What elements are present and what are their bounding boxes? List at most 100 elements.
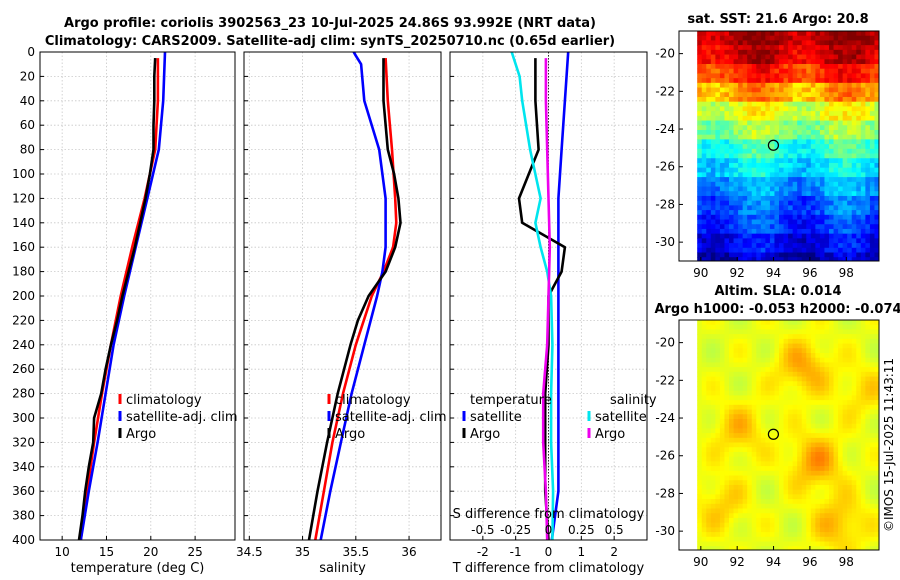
map-cell bbox=[747, 78, 753, 84]
map-cell bbox=[819, 153, 825, 159]
map-cell bbox=[710, 210, 716, 216]
map-cell bbox=[869, 499, 875, 505]
map-cell bbox=[701, 31, 707, 37]
map-cell bbox=[851, 371, 857, 377]
map-cell bbox=[774, 484, 780, 491]
map-cell bbox=[715, 466, 721, 472]
map-cell bbox=[810, 111, 816, 117]
map-cell bbox=[747, 31, 753, 37]
map-cell bbox=[797, 205, 803, 211]
map-cell bbox=[719, 414, 725, 420]
map-cell bbox=[738, 148, 744, 154]
map-cell bbox=[815, 181, 821, 187]
map-cell bbox=[810, 214, 816, 220]
map-cell bbox=[760, 45, 766, 51]
map-cell bbox=[869, 371, 875, 377]
map-cell bbox=[706, 129, 712, 136]
map-cell bbox=[751, 338, 757, 344]
map-cell bbox=[792, 153, 798, 159]
map-cell bbox=[806, 115, 812, 121]
map-cell bbox=[779, 78, 784, 84]
map-cell bbox=[715, 343, 721, 349]
map-cell bbox=[842, 167, 848, 173]
map-cell bbox=[706, 148, 712, 154]
map-cell bbox=[724, 508, 730, 514]
map-cell bbox=[838, 82, 844, 88]
map-cell bbox=[847, 139, 853, 145]
map-cell bbox=[829, 233, 834, 239]
map-cell bbox=[769, 532, 775, 538]
map-cell bbox=[792, 167, 798, 173]
map-cell bbox=[869, 243, 875, 249]
map-cell bbox=[747, 404, 753, 410]
map-cell bbox=[797, 320, 803, 326]
map-cell bbox=[824, 503, 830, 509]
map-cell bbox=[842, 414, 848, 420]
map-cell bbox=[865, 54, 871, 60]
map-cell bbox=[738, 461, 744, 467]
map-cell bbox=[751, 508, 757, 514]
map-cell bbox=[838, 428, 844, 434]
map-cell bbox=[715, 219, 721, 225]
map-cell bbox=[788, 470, 794, 476]
map-cell bbox=[824, 338, 830, 344]
map-cell bbox=[701, 320, 707, 326]
map-cell bbox=[842, 442, 848, 448]
map-cell bbox=[829, 59, 834, 65]
map-cell bbox=[724, 466, 730, 472]
map-cell bbox=[760, 508, 766, 514]
map-cell bbox=[815, 357, 821, 363]
map-cell bbox=[774, 466, 780, 472]
map-cell bbox=[706, 475, 712, 481]
map-cell bbox=[760, 517, 766, 524]
map-cell bbox=[729, 489, 734, 495]
map-cell bbox=[783, 210, 789, 216]
map-cell bbox=[824, 106, 830, 112]
map-cell bbox=[833, 404, 839, 410]
map-cell bbox=[806, 357, 812, 363]
map-cell bbox=[729, 167, 734, 173]
map-cell bbox=[774, 78, 780, 84]
map-cell bbox=[788, 546, 794, 550]
map-cell bbox=[874, 153, 879, 159]
map-cell bbox=[874, 195, 879, 202]
map-cell bbox=[797, 233, 803, 239]
salinity-panel: 34.5 35 35.5 36salinityclimatologysatellite… bbox=[236, 51, 447, 576]
map-cell bbox=[697, 78, 703, 84]
map-cell bbox=[779, 400, 784, 406]
x-tick-label: 96 bbox=[802, 266, 817, 280]
map-cell bbox=[733, 167, 739, 173]
map-cell bbox=[719, 63, 725, 70]
map-cell bbox=[710, 172, 716, 178]
map-cell bbox=[833, 195, 839, 202]
map-cell bbox=[792, 186, 798, 192]
map-cell bbox=[806, 68, 812, 74]
map-cell bbox=[783, 466, 789, 472]
map-cell bbox=[710, 456, 716, 462]
map-cell bbox=[733, 134, 739, 140]
map-cell bbox=[797, 484, 803, 491]
map-cell bbox=[756, 357, 762, 363]
map-cell bbox=[833, 111, 839, 117]
map-cell bbox=[788, 31, 794, 37]
map-cell bbox=[738, 139, 744, 145]
map-cell bbox=[729, 414, 734, 420]
map-cell bbox=[710, 522, 716, 528]
map-cell bbox=[779, 404, 784, 410]
map-cell bbox=[869, 134, 875, 140]
map-cell bbox=[860, 395, 866, 401]
map-cell bbox=[829, 423, 834, 429]
map-cell bbox=[756, 522, 762, 528]
map-cell bbox=[851, 541, 857, 547]
map-cell bbox=[760, 233, 766, 239]
map-cell bbox=[783, 461, 789, 467]
map-cell bbox=[724, 348, 730, 354]
map-cell bbox=[819, 177, 825, 183]
map-cell bbox=[801, 228, 807, 235]
map-cell bbox=[729, 390, 734, 396]
map-cell bbox=[842, 395, 848, 401]
map-cell bbox=[824, 484, 830, 491]
map-cell bbox=[774, 59, 780, 65]
map-cell bbox=[733, 73, 739, 79]
map-cell bbox=[797, 177, 803, 183]
